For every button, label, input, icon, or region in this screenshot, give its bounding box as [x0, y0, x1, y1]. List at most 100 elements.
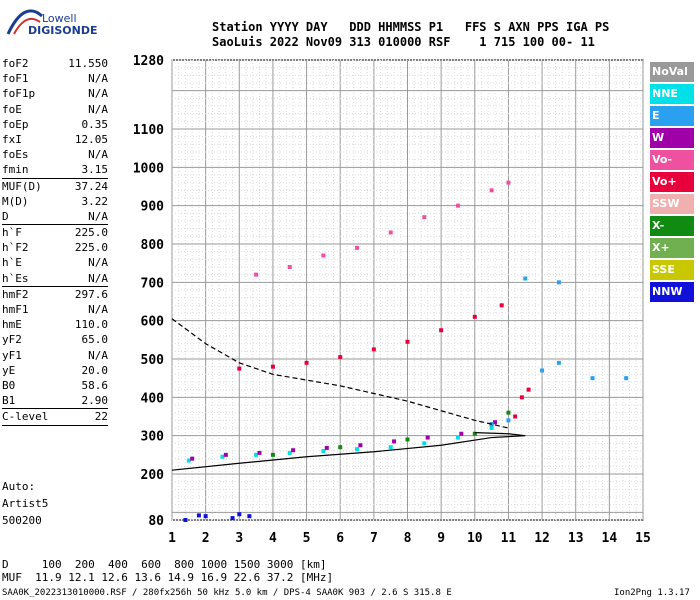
y-tick-label: 1100 [133, 123, 164, 138]
polarization-legend: NoVal NNE E W Vo- Vo+ SSW X- X+ SSE NNW [650, 62, 694, 304]
param-value: 2.90 [81, 394, 109, 408]
legend-item: Vo+ [650, 172, 694, 192]
footer-muf-row: MUF 11.9 12.1 12.6 13.6 14.9 16.9 22.6 3… [2, 571, 334, 584]
param-value: 3.15 [81, 163, 109, 177]
param-row: yF2 65.0 [2, 332, 108, 347]
echo-point [439, 328, 444, 333]
echo-point [388, 230, 393, 235]
echo-point [183, 518, 188, 522]
param-label: D [2, 209, 9, 223]
echo-point [220, 454, 225, 459]
param-row: foF2 11.550 [2, 56, 108, 71]
param-row: D N/A [2, 209, 108, 226]
logo-lowell: Lowell [42, 12, 77, 25]
echo-point [422, 215, 427, 220]
echo-point [526, 387, 531, 392]
param-value: 12.05 [74, 132, 108, 146]
y-tick-label: 700 [141, 276, 165, 291]
param-label: hmF1 [2, 303, 29, 316]
legend-item: NoVal [650, 62, 694, 82]
x-tick-label: 8 [404, 531, 412, 546]
x-tick-label: 7 [370, 531, 378, 546]
echo-point [237, 366, 242, 371]
legend-item: SSE [650, 260, 694, 280]
echo-point [540, 368, 545, 373]
echo-point [513, 414, 518, 419]
echo-point [324, 445, 329, 450]
legend-item: W [650, 128, 694, 148]
param-label: B1 [2, 394, 16, 408]
echo-point [624, 376, 629, 381]
param-value: 65.0 [81, 333, 109, 347]
y-tick-label: 400 [141, 391, 165, 406]
param-label: fxI [2, 132, 22, 146]
legend-item: NNE [650, 84, 694, 104]
echo-point [455, 203, 460, 208]
y-tick-label: 80 [148, 514, 164, 529]
param-value: 3.22 [81, 194, 109, 208]
x-tick-label: 5 [303, 531, 311, 546]
param-row: MUF(D) 37.24 [2, 179, 108, 194]
param-label: h`E [2, 256, 22, 270]
param-row: hmE 110.0 [2, 317, 108, 332]
param-row: M(D) 3.22 [2, 194, 108, 209]
note-auto: Auto: [2, 480, 36, 493]
dashed-profile-curve [171, 318, 509, 429]
param-row: h`F 225.0 [2, 225, 108, 240]
echo-point [523, 276, 528, 281]
echo-point [371, 347, 376, 352]
param-value: 0.35 [81, 117, 109, 131]
x-tick-label: 3 [235, 531, 243, 546]
param-value: N/A [88, 256, 108, 270]
echo-point [287, 265, 292, 269]
y-tick-label: 1280 [133, 54, 164, 69]
y-tick-label: 900 [141, 200, 165, 215]
param-value: N/A [88, 148, 108, 162]
param-label: yF2 [2, 333, 22, 347]
echo-point [499, 303, 504, 308]
param-value: N/A [88, 271, 108, 285]
echo-point [556, 360, 561, 365]
y-tick-label: 1000 [133, 161, 164, 176]
echo-point [321, 449, 326, 453]
param-row: fmin 3.15 [2, 162, 109, 179]
header-line-2: SaoLuis 2022 Nov09 313 010000 RSF 1 715 … [212, 35, 595, 49]
echo-point [459, 431, 464, 436]
scaled-parameters-table: foF2 11.550 foF1 N/A foF1p N/A foE N/A foEp 0.35 f… [2, 56, 108, 426]
param-label: MUF(D) [2, 179, 42, 193]
echo-point [254, 452, 259, 457]
param-label: h`F [2, 226, 22, 240]
echo-point [506, 180, 511, 185]
x-tick-label: 9 [437, 531, 445, 546]
echo-point [203, 514, 208, 519]
param-label: hmE [2, 318, 22, 332]
param-label: fmin [2, 163, 29, 177]
echo-point [422, 441, 427, 446]
param-row: B0 58.6 [2, 378, 108, 393]
echo-point [247, 514, 252, 519]
echo-point [556, 280, 561, 285]
param-row: foEp 0.35 [2, 117, 108, 132]
x-tick-label: 11 [501, 531, 517, 546]
param-value: N/A [88, 72, 108, 86]
param-row: hmF1 N/A [2, 302, 108, 317]
y-tick-label: 500 [141, 353, 165, 368]
y-tick-label: 300 [141, 430, 165, 445]
param-label: B0 [2, 378, 16, 392]
x-tick-label: 1 [168, 531, 176, 546]
echo-point [519, 395, 524, 400]
param-label: yE [2, 363, 16, 377]
x-tick-label: 14 [602, 531, 618, 546]
x-tick-label: 12 [534, 531, 550, 546]
param-value: 297.6 [74, 287, 108, 301]
param-row: fxI 12.05 [2, 132, 108, 147]
echo-point [472, 314, 477, 319]
echo-point [455, 435, 460, 440]
echo-point [254, 272, 259, 277]
param-value: N/A [88, 102, 108, 116]
param-label: foF1p [2, 87, 36, 101]
echo-point [489, 426, 494, 430]
param-value: N/A [88, 303, 108, 316]
echo-point [230, 516, 235, 521]
echo-point [405, 339, 410, 344]
